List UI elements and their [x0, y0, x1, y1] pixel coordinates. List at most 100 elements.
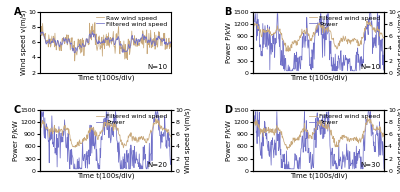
Power [282, 70, 287, 72]
Power [116, 142, 120, 144]
Raw wind speed [72, 60, 77, 62]
Filtered wind speed [329, 129, 334, 131]
Raw wind speed [149, 47, 154, 49]
Filtered wind speed [72, 52, 77, 54]
Text: N=30: N=30 [360, 162, 380, 168]
Filtered wind speed [331, 135, 336, 137]
Power [157, 128, 162, 130]
Power [250, 12, 255, 15]
Filtered wind speed [382, 36, 386, 39]
Line: Power: Power [253, 14, 384, 71]
Line: Filtered wind speed: Filtered wind speed [253, 21, 384, 51]
Filtered wind speed [121, 147, 126, 149]
Line: Power: Power [40, 112, 171, 169]
Line: Filtered wind speed: Filtered wind speed [40, 32, 171, 53]
Filtered wind speed [118, 140, 123, 143]
Text: N=10: N=10 [360, 64, 380, 70]
Text: D: D [224, 105, 232, 115]
Text: N=20: N=20 [147, 162, 167, 168]
Text: C: C [14, 105, 21, 115]
Filtered wind speed [115, 127, 120, 129]
Legend: Filtered wind speed, Power: Filtered wind speed, Power [308, 15, 381, 27]
Filtered wind speed [286, 50, 291, 53]
Filtered wind speed [370, 29, 375, 31]
Power [362, 144, 367, 147]
Power [328, 40, 333, 42]
Power [382, 168, 386, 170]
Filtered wind speed [116, 127, 120, 129]
Filtered wind speed [362, 131, 366, 133]
Power [251, 12, 256, 15]
Power [370, 25, 374, 27]
Text: A: A [14, 7, 21, 17]
Power [331, 56, 336, 59]
Filtered wind speed [331, 37, 336, 39]
Y-axis label: Wind speed v(m/s): Wind speed v(m/s) [397, 9, 400, 75]
Filtered wind speed [153, 118, 158, 120]
Y-axis label: Wind speed v(m/s): Wind speed v(m/s) [397, 108, 400, 173]
Filtered wind speed [250, 25, 255, 27]
Filtered wind speed [116, 37, 121, 39]
Power [38, 110, 43, 113]
Power [382, 50, 386, 52]
Filtered wind speed [169, 136, 174, 138]
Raw wind speed [116, 26, 121, 28]
Power [118, 168, 123, 170]
Power [370, 133, 375, 135]
Filtered wind speed [250, 127, 255, 130]
Filtered wind speed [38, 33, 43, 35]
Y-axis label: Power P/kW: Power P/kW [226, 22, 232, 63]
Raw wind speed [38, 37, 43, 39]
Power [282, 168, 287, 170]
Y-axis label: Wind speed v(m/s): Wind speed v(m/s) [20, 9, 27, 75]
Power [329, 153, 334, 156]
Power [38, 110, 42, 113]
Filtered wind speed [251, 121, 256, 123]
Raw wind speed [119, 47, 124, 50]
Power [250, 128, 255, 130]
Filtered wind speed [158, 37, 162, 39]
Filtered wind speed [365, 115, 370, 118]
Legend: Filtered wind speed, Power: Filtered wind speed, Power [308, 113, 381, 125]
Filtered wind speed [169, 41, 174, 44]
Filtered wind speed [38, 124, 43, 126]
Filtered wind speed [38, 34, 42, 36]
Filtered wind speed [90, 31, 95, 33]
Text: B: B [224, 7, 231, 17]
Filtered wind speed [370, 126, 375, 128]
Power [332, 153, 336, 155]
Filtered wind speed [328, 134, 333, 136]
Power [149, 152, 154, 154]
X-axis label: Time t(100s/div): Time t(100s/div) [77, 172, 134, 179]
Power [251, 115, 256, 117]
Filtered wind speed [364, 20, 369, 22]
Power [116, 161, 121, 163]
X-axis label: Time t(100s/div): Time t(100s/div) [290, 74, 347, 81]
Filtered wind speed [285, 148, 290, 151]
Filtered wind speed [117, 38, 122, 40]
Power [362, 44, 366, 46]
Filtered wind speed [119, 43, 124, 46]
Line: Raw wind speed: Raw wind speed [40, 22, 171, 61]
Filtered wind speed [328, 31, 333, 33]
Line: Filtered wind speed: Filtered wind speed [40, 119, 171, 148]
X-axis label: Time t(100s/div): Time t(100s/div) [290, 172, 347, 179]
Filtered wind speed [149, 131, 154, 133]
Y-axis label: Power P/kW: Power P/kW [13, 120, 19, 161]
Filtered wind speed [158, 124, 162, 126]
Legend: Raw wind speed, Filtered wind speed: Raw wind speed, Filtered wind speed [96, 15, 168, 27]
Filtered wind speed [149, 43, 154, 46]
Y-axis label: Wind speed v(m/s): Wind speed v(m/s) [185, 108, 191, 173]
Power [169, 158, 174, 160]
Power [253, 110, 258, 113]
Power [329, 65, 334, 67]
Filtered wind speed [382, 134, 386, 137]
Raw wind speed [158, 38, 162, 40]
Text: N=10: N=10 [147, 64, 167, 70]
Raw wind speed [92, 21, 97, 24]
Power [68, 168, 72, 170]
Filtered wind speed [329, 35, 334, 37]
Raw wind speed [169, 41, 174, 43]
Line: Power: Power [253, 112, 384, 169]
Line: Filtered wind speed: Filtered wind speed [253, 116, 384, 149]
